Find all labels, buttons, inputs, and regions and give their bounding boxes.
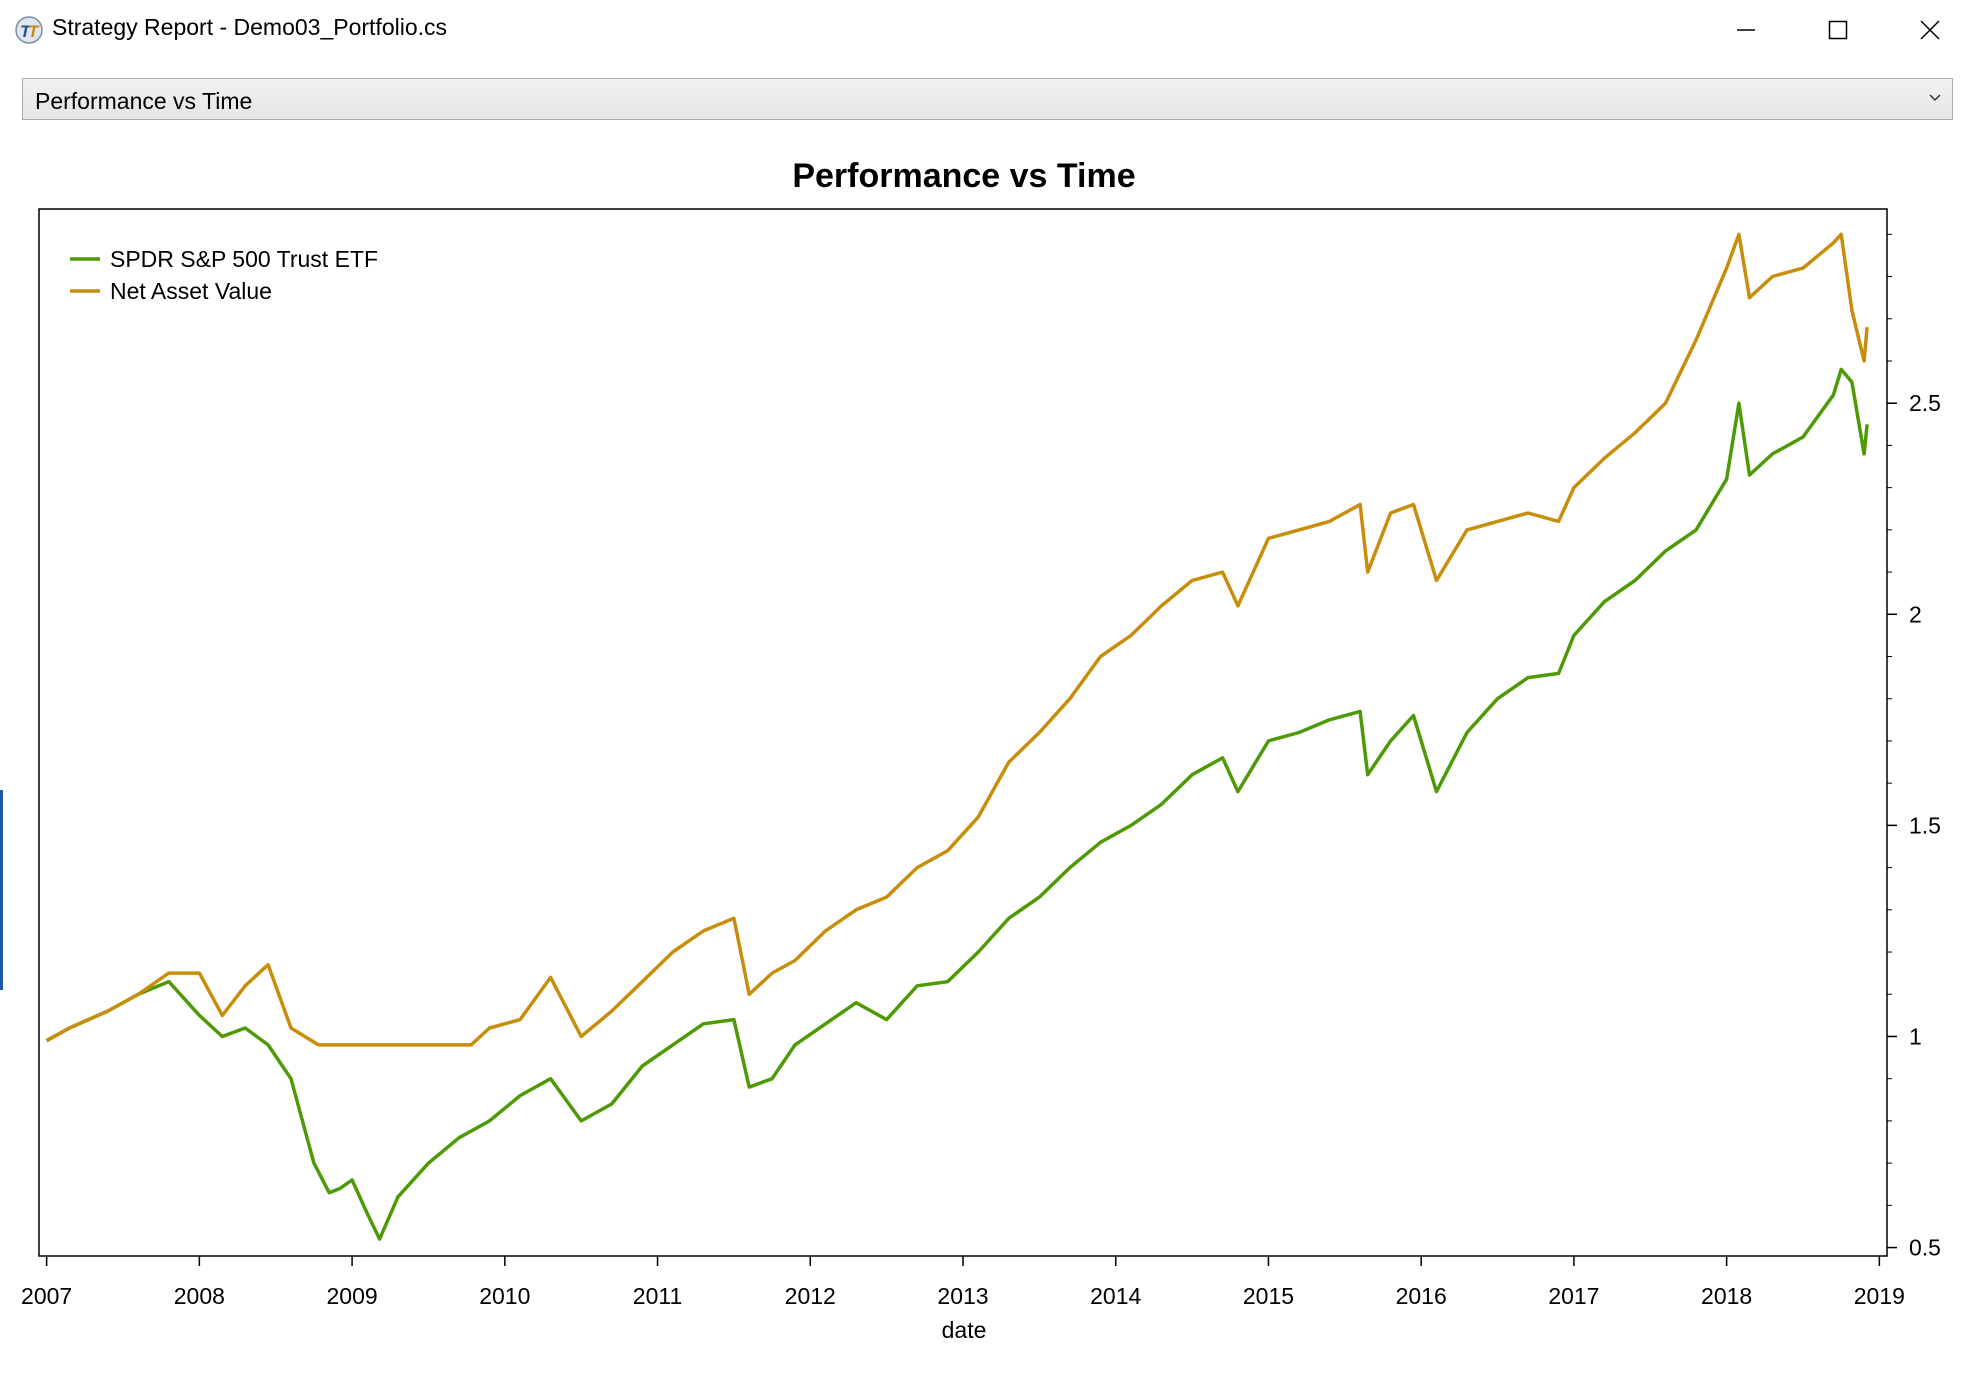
legend-entry-label: SPDR S&P 500 Trust ETF: [110, 246, 378, 272]
x-tick-label: 2018: [1701, 1283, 1752, 1309]
legend: SPDR S&P 500 Trust ETF Net Asset Value: [70, 246, 378, 304]
minimize-button[interactable]: [1700, 0, 1792, 60]
svg-text:T: T: [28, 22, 40, 41]
plot-area: [38, 208, 1888, 1257]
y-tick-label: 2.5: [1909, 390, 1941, 416]
minimize-icon: [1737, 29, 1755, 31]
legend-entry-label: Net Asset Value: [110, 278, 272, 304]
x-tick-label: 2012: [785, 1283, 836, 1309]
series-layer: [45, 232, 1869, 1241]
x-tick-label: 2019: [1854, 1283, 1905, 1309]
y-tick-label: 1.5: [1909, 812, 1941, 838]
report-selector-value: Performance vs Time: [35, 88, 253, 114]
series-line-spdr-sp500: [45, 367, 1869, 1241]
x-axis: 2007 2008 2009 2010 2011 2012 2013 2014 2015 2016…: [21, 1256, 1905, 1309]
x-tick-label: 2016: [1396, 1283, 1447, 1309]
turingtrader-logo-icon: T T: [15, 16, 43, 44]
maximize-button[interactable]: [1792, 0, 1884, 60]
window-title: Strategy Report - Demo03_Portfolio.cs: [52, 14, 448, 40]
x-tick-label: 2017: [1548, 1283, 1599, 1309]
title-bar[interactable]: T T Strategy Report - Demo03_Portfolio.c…: [0, 0, 1976, 60]
y-tick-label: 1: [1909, 1023, 1922, 1049]
x-tick-label: 2010: [479, 1283, 530, 1309]
chart-title: Performance vs Time: [792, 157, 1135, 195]
x-tick-label: 2007: [21, 1283, 72, 1309]
x-tick-label: 2009: [327, 1283, 378, 1309]
window-edge-accent: [0, 790, 3, 990]
performance-chart: Performance vs Time 2007 2008 2009 2010 2011…: [21, 157, 1941, 1340]
y-tick-label: 0.5: [1909, 1235, 1941, 1261]
close-button[interactable]: [1884, 0, 1976, 60]
y-tick-label: 2: [1909, 601, 1922, 627]
close-icon: [1920, 20, 1940, 40]
series-line-net-asset-value: [45, 232, 1869, 1047]
y-axis: 0.5 1 1.5 2 2.5: [1887, 233, 1941, 1261]
x-tick-label: 2008: [174, 1283, 225, 1309]
chevron-down-icon: [1929, 94, 1941, 102]
x-tick-label: 2015: [1243, 1283, 1294, 1309]
x-tick-label: 2014: [1090, 1283, 1141, 1309]
x-tick-label: 2011: [633, 1283, 682, 1309]
maximize-icon: [1828, 20, 1848, 40]
svg-text:T: T: [20, 22, 32, 41]
report-selector-dropdown[interactable]: Performance vs Time: [22, 78, 1953, 120]
x-axis-label: date: [942, 1317, 987, 1340]
x-tick-label: 2013: [937, 1283, 988, 1309]
